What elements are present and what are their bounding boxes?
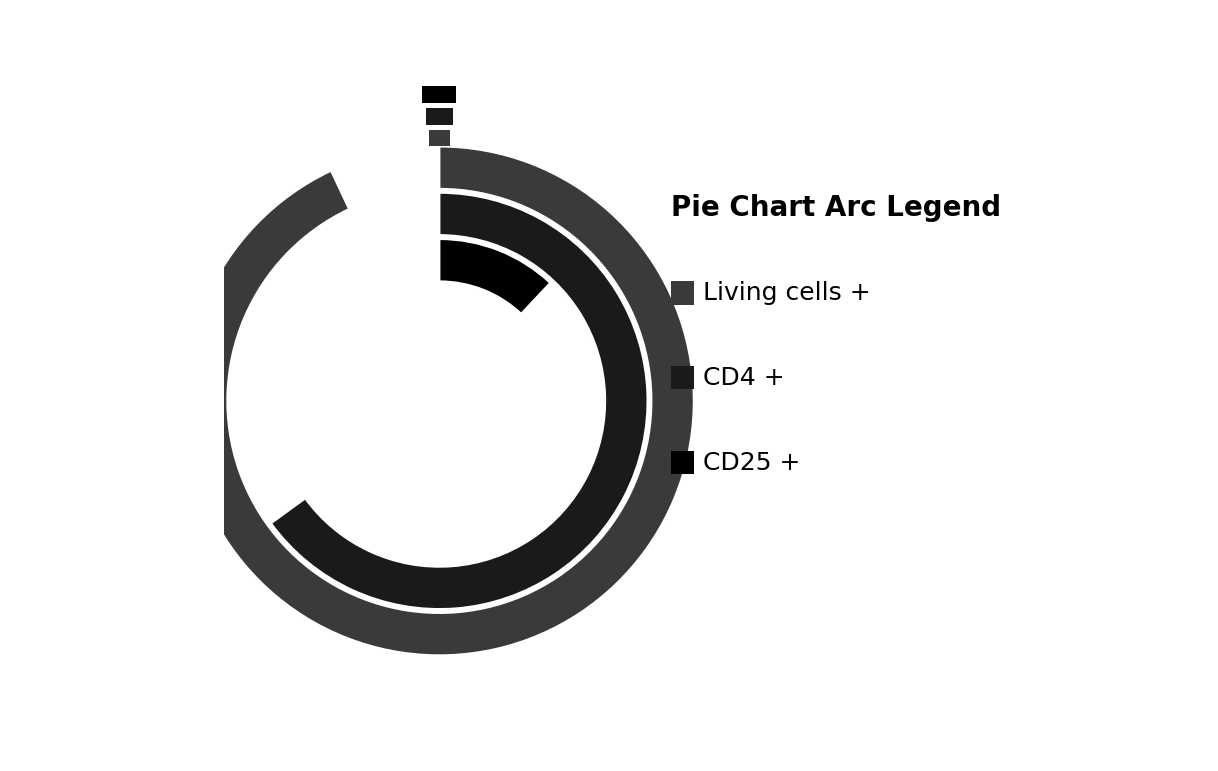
Wedge shape <box>270 193 648 609</box>
FancyBboxPatch shape <box>671 281 694 305</box>
FancyBboxPatch shape <box>425 108 453 125</box>
Text: Pie Chart Arc Legend: Pie Chart Arc Legend <box>671 194 1001 222</box>
Text: Living cells +: Living cells + <box>703 281 871 305</box>
Wedge shape <box>185 146 694 655</box>
Text: CD25 +: CD25 + <box>703 450 800 475</box>
FancyBboxPatch shape <box>671 366 694 389</box>
FancyBboxPatch shape <box>671 451 694 474</box>
Wedge shape <box>440 239 551 314</box>
FancyBboxPatch shape <box>423 86 457 103</box>
Text: CD4 +: CD4 + <box>703 365 784 390</box>
FancyBboxPatch shape <box>429 130 451 146</box>
